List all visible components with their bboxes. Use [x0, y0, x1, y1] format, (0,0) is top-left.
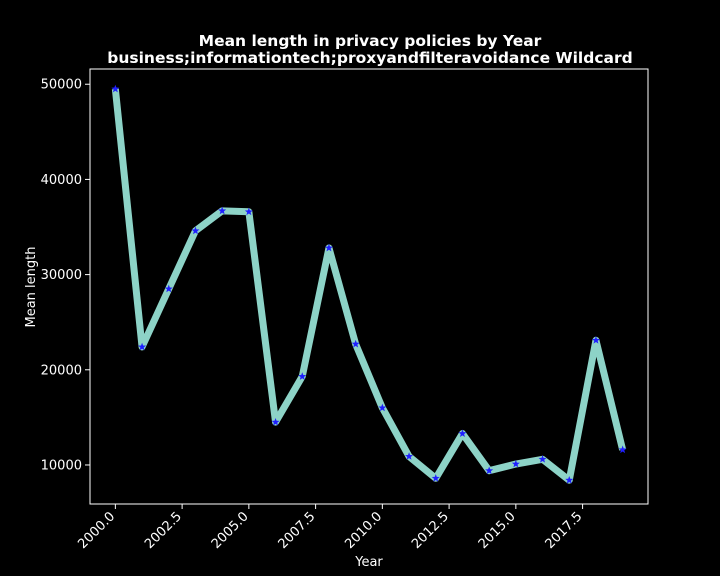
data-point [324, 243, 333, 252]
data-point [351, 339, 360, 348]
data-point [405, 452, 414, 460]
data-point [618, 445, 627, 454]
chart-subtitle: business;informationtech;proxyandfiltera… [107, 49, 632, 67]
chart-title: Mean length in privacy policies by Year [199, 32, 542, 50]
data-point [485, 466, 494, 475]
x-tick-label: 2010.0 [342, 509, 385, 552]
data-point [458, 429, 467, 437]
y-tick-label: 10000 [41, 458, 82, 473]
data-point [431, 474, 440, 482]
data-point [191, 226, 200, 235]
series-line [111, 88, 627, 484]
x-tick-label: 2007.5 [276, 509, 319, 552]
data-point [138, 342, 147, 351]
data-point [378, 403, 387, 412]
y-tick-label: 50000 [41, 78, 82, 93]
data-point [164, 284, 173, 293]
x-tick-label: 2012.5 [409, 509, 452, 552]
x-tick-label: 2005.0 [209, 509, 252, 552]
x-tick-label: 2015.0 [476, 509, 519, 552]
x-tick-label: 2002.5 [142, 509, 185, 552]
plot-frame [89, 68, 649, 505]
y-axis-label: Mean length [24, 247, 39, 328]
data-point [591, 336, 600, 344]
data-point [271, 417, 280, 426]
x-tick-label: 2000.0 [75, 509, 118, 552]
data-point [218, 206, 227, 215]
x-axis-label: Year [354, 555, 383, 570]
data-point [111, 84, 120, 93]
data-point [511, 459, 520, 468]
y-tick-label: 30000 [41, 268, 82, 283]
y-tick-label: 40000 [41, 173, 82, 188]
data-point [298, 372, 307, 380]
y-tick-label: 20000 [41, 363, 82, 378]
x-tick-label: 2017.5 [543, 509, 586, 552]
data-point [565, 476, 574, 484]
data-point [244, 207, 253, 216]
series-layer [111, 84, 627, 484]
data-point [538, 455, 547, 463]
